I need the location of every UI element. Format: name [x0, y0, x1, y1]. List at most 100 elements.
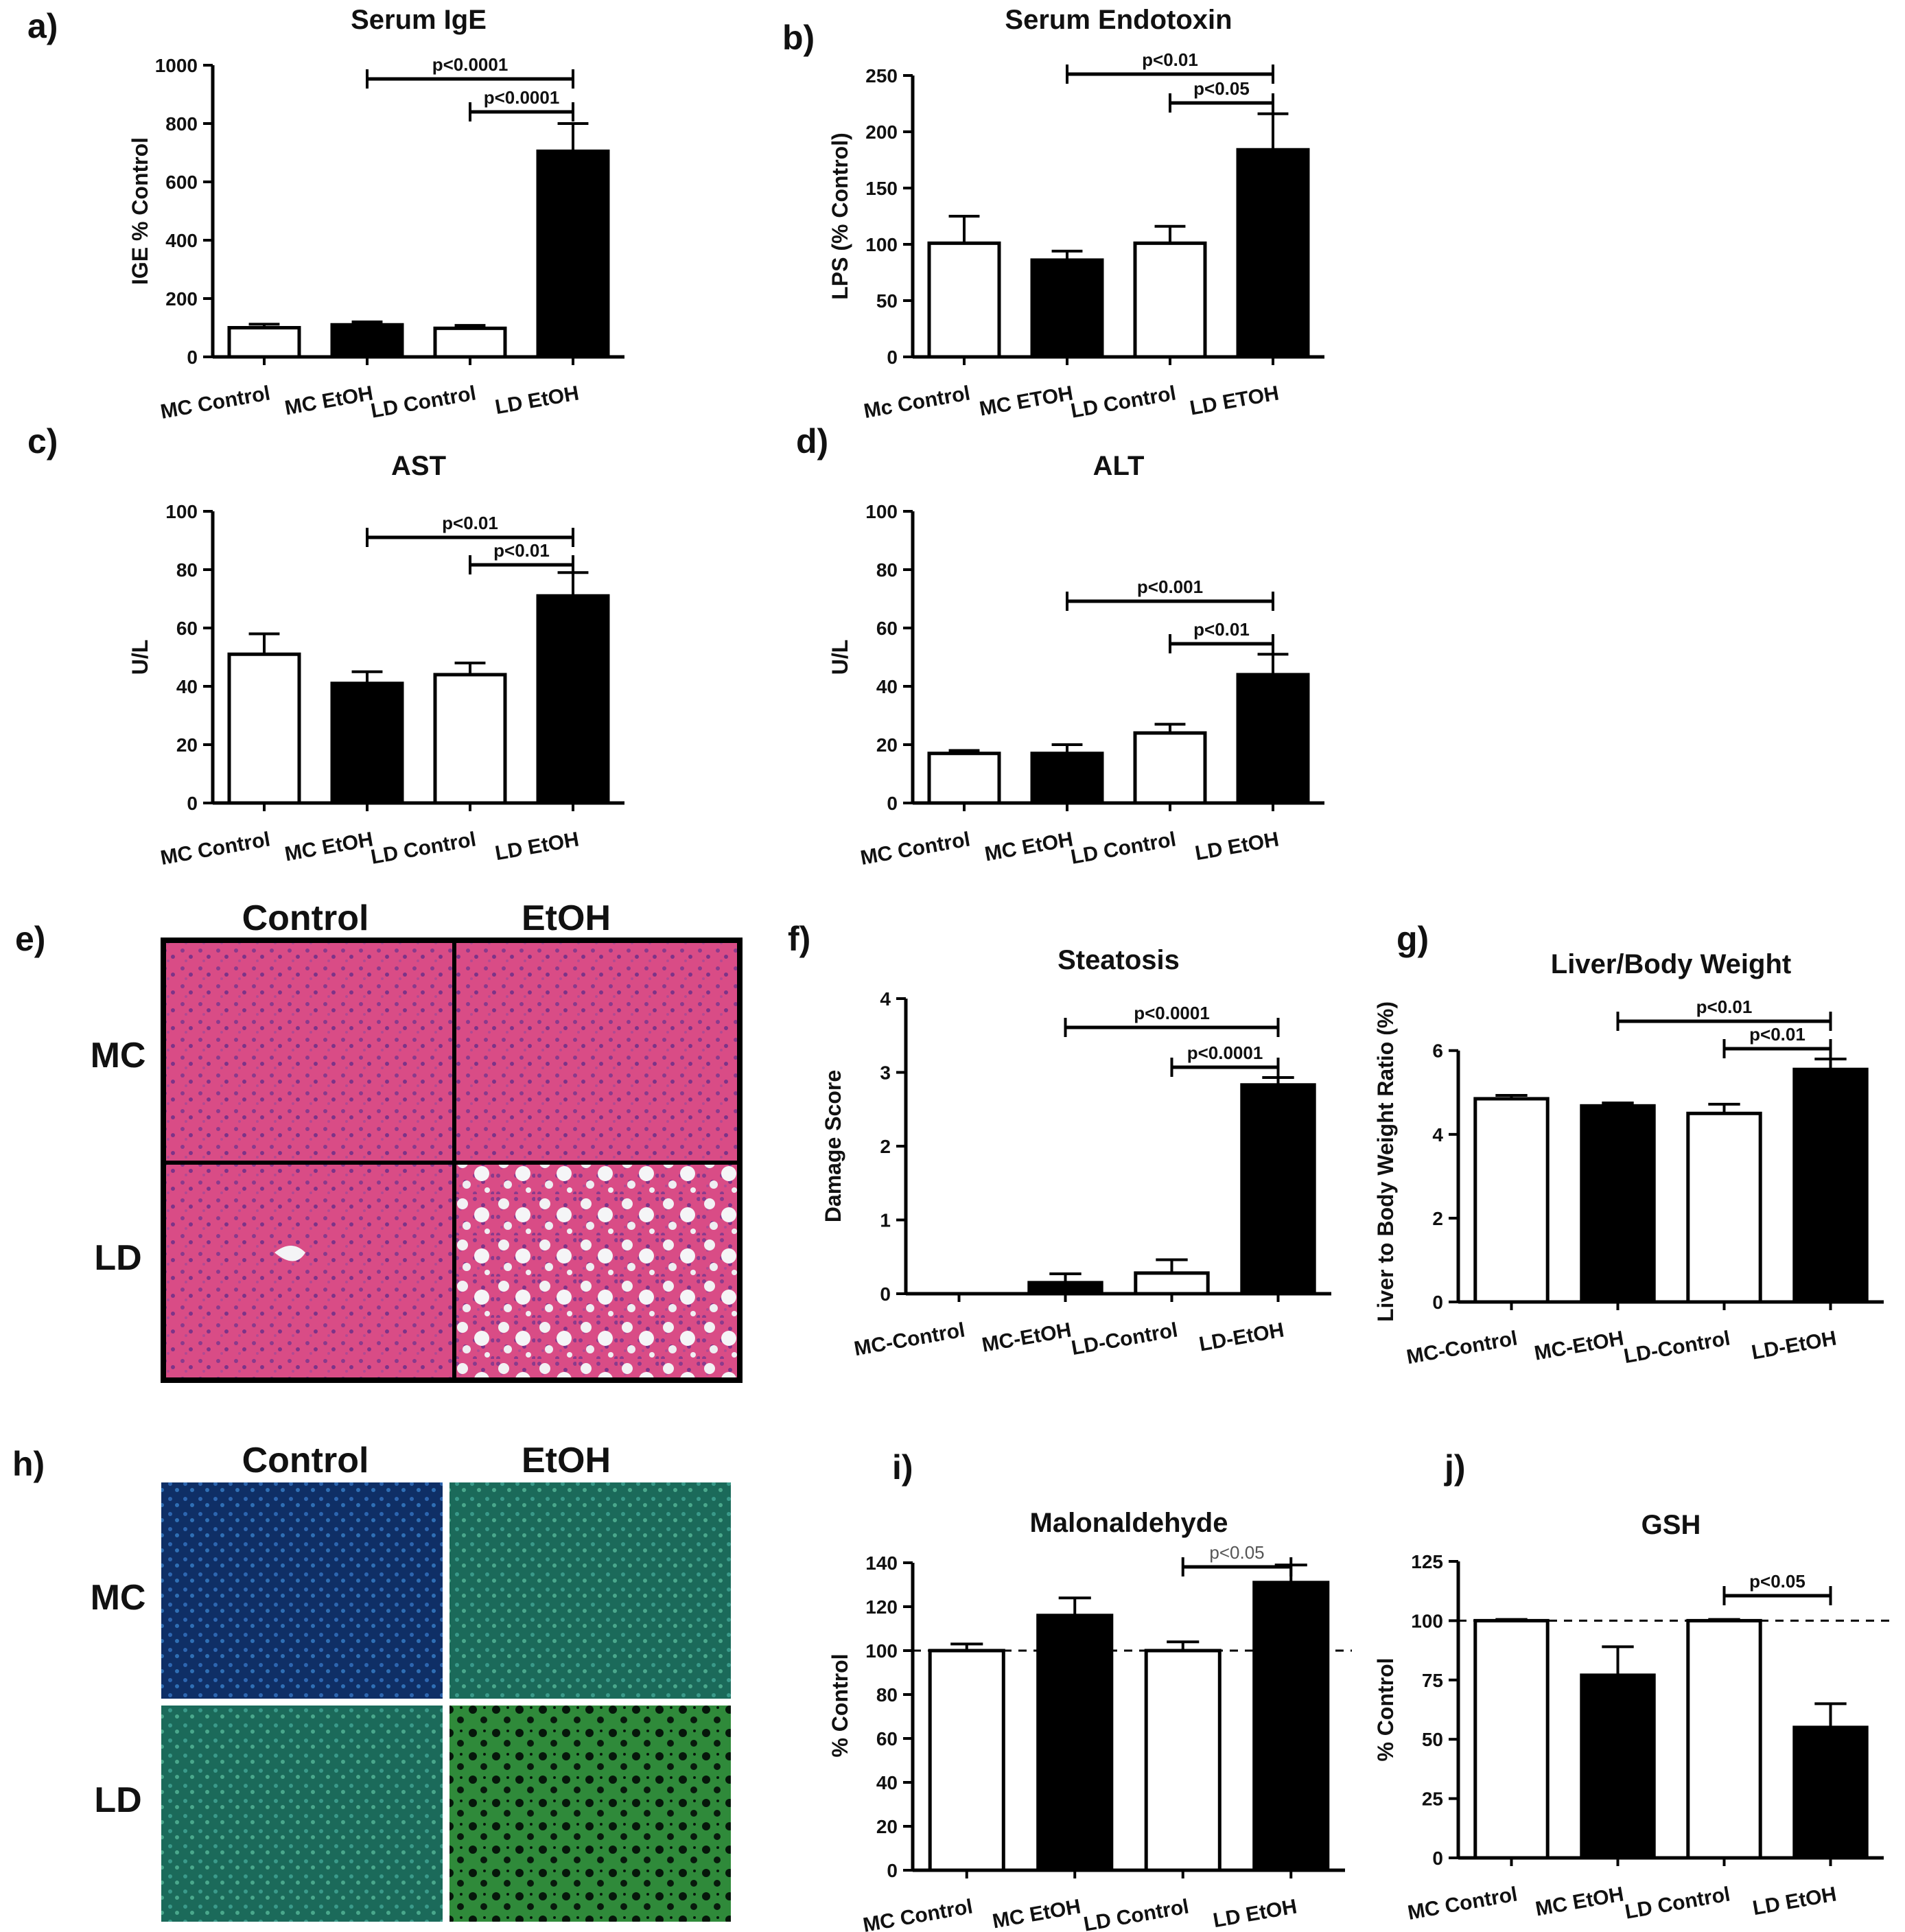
y-tick-label: 60: [176, 618, 198, 639]
y-axis-label: LPS (% Control): [828, 132, 852, 300]
bar: [1030, 258, 1104, 359]
chart-g: Liver/Body Weight 0 2 4 6 Liver to Body Weigh…: [1373, 949, 1884, 1369]
y-tick-label: 100: [865, 1640, 898, 1662]
x-tick-label: MC-EtOH: [1532, 1327, 1625, 1364]
bar: [536, 149, 610, 359]
y-tick-label: 2: [1432, 1208, 1443, 1229]
bar: [433, 673, 507, 805]
x-tick-label: LD EtOH: [1751, 1883, 1838, 1920]
y-tick-label: 20: [176, 734, 198, 756]
x-tick-label: LD ETOH: [1188, 382, 1281, 419]
x-tick-label: MC ETOH: [978, 382, 1075, 420]
x-tick-label: LD-EtOH: [1750, 1327, 1838, 1364]
bar: [927, 241, 1001, 359]
bar: [330, 682, 404, 805]
y-tick-label: 80: [876, 559, 898, 581]
y-tick-label: 40: [176, 676, 198, 697]
chart-a: Serum IgE 0 200 400 600 800 1000 IGE % Control M…: [128, 5, 624, 423]
significance-label: p<0.05: [1193, 78, 1250, 99]
bar: [1240, 1083, 1316, 1296]
y-tick-label: 20: [876, 1816, 898, 1837]
significance-label: p<0.05: [1749, 1571, 1805, 1592]
histology-row-mc: MC: [91, 1036, 146, 1075]
bar: [227, 326, 301, 359]
significance-label: p<0.01: [1142, 49, 1198, 70]
y-tick-label: 60: [876, 1728, 898, 1749]
he-image-ld-etoh: [456, 1165, 738, 1379]
bar: [1580, 1673, 1656, 1860]
y-tick-label: 75: [1422, 1670, 1443, 1691]
y-tick-label: 4: [1432, 1124, 1443, 1145]
x-tick-label: LD-EtOH: [1197, 1318, 1286, 1355]
x-tick-label: MC Control: [1406, 1883, 1519, 1924]
panel-letter-h: h): [12, 1445, 45, 1483]
x-tick-label: LD-Control: [1622, 1327, 1732, 1368]
y-axis-label: % Control: [1373, 1657, 1398, 1761]
chart-f: Steatosis 0 1 2 3 4 Damage Score MC-Control MC-E…: [821, 945, 1331, 1360]
he-image-mc-etoh: [456, 942, 738, 1161]
panel-letter-f: f): [788, 920, 810, 958]
fluor-image-ld-etoh: [449, 1706, 731, 1922]
fluor-image-mc-control: [161, 1482, 443, 1699]
bar: [330, 323, 404, 359]
panel-letter-g: g): [1396, 920, 1429, 958]
bar: [1792, 1067, 1869, 1304]
x-tick-label: MC Control: [861, 1895, 974, 1932]
bar: [1030, 752, 1104, 805]
bar: [927, 752, 1001, 805]
significance-label: p<0.0001: [484, 87, 560, 108]
y-axis-label: Liver to Body Weight Ratio (%): [1373, 1001, 1398, 1322]
y-axis-label: U/L: [128, 640, 152, 675]
y-tick-label: 20: [876, 734, 898, 756]
y-tick-label: 100: [865, 501, 898, 522]
x-tick-label: LD-Control: [1070, 1318, 1180, 1360]
y-axis-label: Damage Score: [821, 1070, 845, 1222]
fluor-image-ld-control: [161, 1706, 443, 1922]
y-tick-label: 150: [865, 178, 898, 199]
significance-label: p<0.0001: [1187, 1043, 1263, 1063]
bar: [1473, 1618, 1550, 1860]
fluorescence-col-etoh: EtOH: [522, 1441, 611, 1480]
significance-label: p<0.01: [493, 540, 550, 561]
x-tick-label: MC-Control: [852, 1318, 967, 1360]
y-tick-label: 0: [887, 347, 898, 368]
bar: [1473, 1097, 1550, 1304]
x-tick-label: MC Control: [858, 828, 972, 870]
y-tick-label: 25: [1422, 1789, 1443, 1810]
fluorescence-row-ld: LD: [94, 1780, 141, 1820]
histology-col-etoh: EtOH: [522, 898, 611, 938]
significance-label: p<0.01: [442, 513, 498, 533]
y-tick-label: 140: [865, 1552, 898, 1574]
panel-letter-j: j): [1444, 1448, 1466, 1487]
y-tick-label: 200: [865, 121, 898, 143]
y-tick-label: 40: [876, 1772, 898, 1793]
x-tick-label: MC EtOH: [283, 382, 375, 419]
chart-title: Liver/Body Weight: [1551, 949, 1791, 979]
significance-label: p<0.01: [1749, 1024, 1805, 1045]
x-tick-label: LD EtOH: [1211, 1895, 1298, 1932]
significance-label: p<0.05: [1209, 1542, 1264, 1563]
bar: [928, 1649, 1005, 1872]
y-tick-label: 50: [1422, 1729, 1443, 1750]
x-tick-label: MC EtOH: [983, 828, 1075, 865]
y-tick-label: 1: [880, 1210, 891, 1231]
chart-title: Serum Endotoxin: [1005, 5, 1232, 35]
x-tick-label: MC EtOH: [1534, 1883, 1626, 1920]
y-tick-label: 100: [865, 234, 898, 255]
fluorescence-col-control: Control: [242, 1441, 369, 1480]
y-tick-label: 2: [880, 1136, 891, 1157]
chart-title: AST: [391, 451, 446, 481]
he-image-mc-control: [165, 942, 453, 1161]
y-tick-label: 400: [165, 230, 198, 251]
y-tick-label: 250: [865, 65, 898, 86]
x-tick-label: LD EtOH: [493, 828, 581, 865]
bar: [1144, 1649, 1222, 1872]
chart-title: Serum IgE: [351, 5, 487, 35]
chart-j: GSH 0 25 50 75 100 125 % Control MC Control MC Et…: [1373, 1510, 1891, 1924]
y-tick-label: 50: [876, 290, 898, 312]
y-tick-label: 800: [165, 113, 198, 135]
